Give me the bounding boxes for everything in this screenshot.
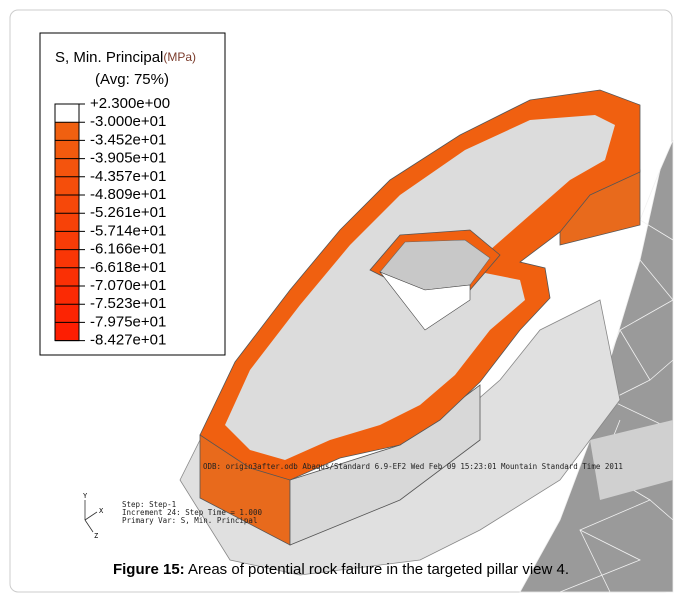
legend-swatch [55, 195, 79, 214]
legend-title-text: S, Min. Principal [55, 49, 163, 66]
legend-swatch [55, 304, 79, 323]
legend-scale: +2.300e+00-3.000e+01-3.452e+01 -3.905e+01… [54, 95, 170, 349]
legend-label: +2.300e+00 [90, 95, 170, 112]
triad [84, 500, 98, 533]
legend-swatch [55, 213, 79, 232]
legend-swatch [55, 176, 79, 195]
legend-label: -7.070e+01 [90, 277, 166, 294]
triad-x: X [99, 507, 104, 515]
triad-z: Z [94, 532, 98, 540]
odb-info: ODB: origin3after.odb Abaqus/Standard 6.… [203, 462, 623, 471]
legend-label: -8.427e+01 [90, 332, 166, 349]
legend-swatch [55, 267, 79, 286]
legend-label: -7.975e+01 [90, 313, 166, 330]
primary-info: Primary Var: S, Min. Principal [122, 516, 257, 525]
legend-label: -4.809e+01 [90, 186, 166, 203]
legend-avg: (Avg: 75%) [95, 71, 169, 88]
legend-label: -3.452e+01 [90, 131, 166, 148]
legend-swatch [55, 286, 79, 305]
legend-swatch [55, 122, 79, 141]
legend-label: -6.618e+01 [90, 259, 166, 276]
step-info: Step: Step-1 [122, 500, 176, 509]
increment-info: Increment 24: Step Time = 1.000 [122, 508, 262, 517]
legend-swatch [55, 322, 79, 341]
legend-label: -7.523e+01 [90, 295, 166, 312]
legend-swatch [55, 249, 79, 268]
legend-label: -5.714e+01 [90, 222, 166, 239]
legend-label: -6.166e+01 [90, 241, 166, 258]
triad-y: Y [83, 492, 88, 500]
legend-label: -4.357e+01 [90, 168, 166, 185]
model [179, 89, 674, 593]
legend-title: S, Min. Principal(MPa) [55, 49, 196, 66]
legend-swatch [55, 231, 79, 250]
caption-text: Areas of potential rock failure in the t… [185, 561, 569, 578]
caption-label: Figure 15: [113, 561, 185, 578]
legend-swatch [55, 158, 79, 177]
legend-label: -5.261e+01 [90, 204, 166, 221]
triad-x-axis [84, 511, 98, 521]
mesh-light [590, 420, 673, 500]
triad-z-axis [84, 519, 94, 533]
legend-label: -3.905e+01 [90, 150, 166, 167]
legend-swatch [55, 140, 79, 159]
legend-label: -3.000e+01 [90, 113, 166, 130]
legend-unit: (MPa) [163, 50, 196, 64]
slot-floor [379, 271, 471, 331]
legend-swatch [55, 104, 79, 123]
caption: Figure 15: Areas of potential rock failu… [113, 561, 569, 578]
